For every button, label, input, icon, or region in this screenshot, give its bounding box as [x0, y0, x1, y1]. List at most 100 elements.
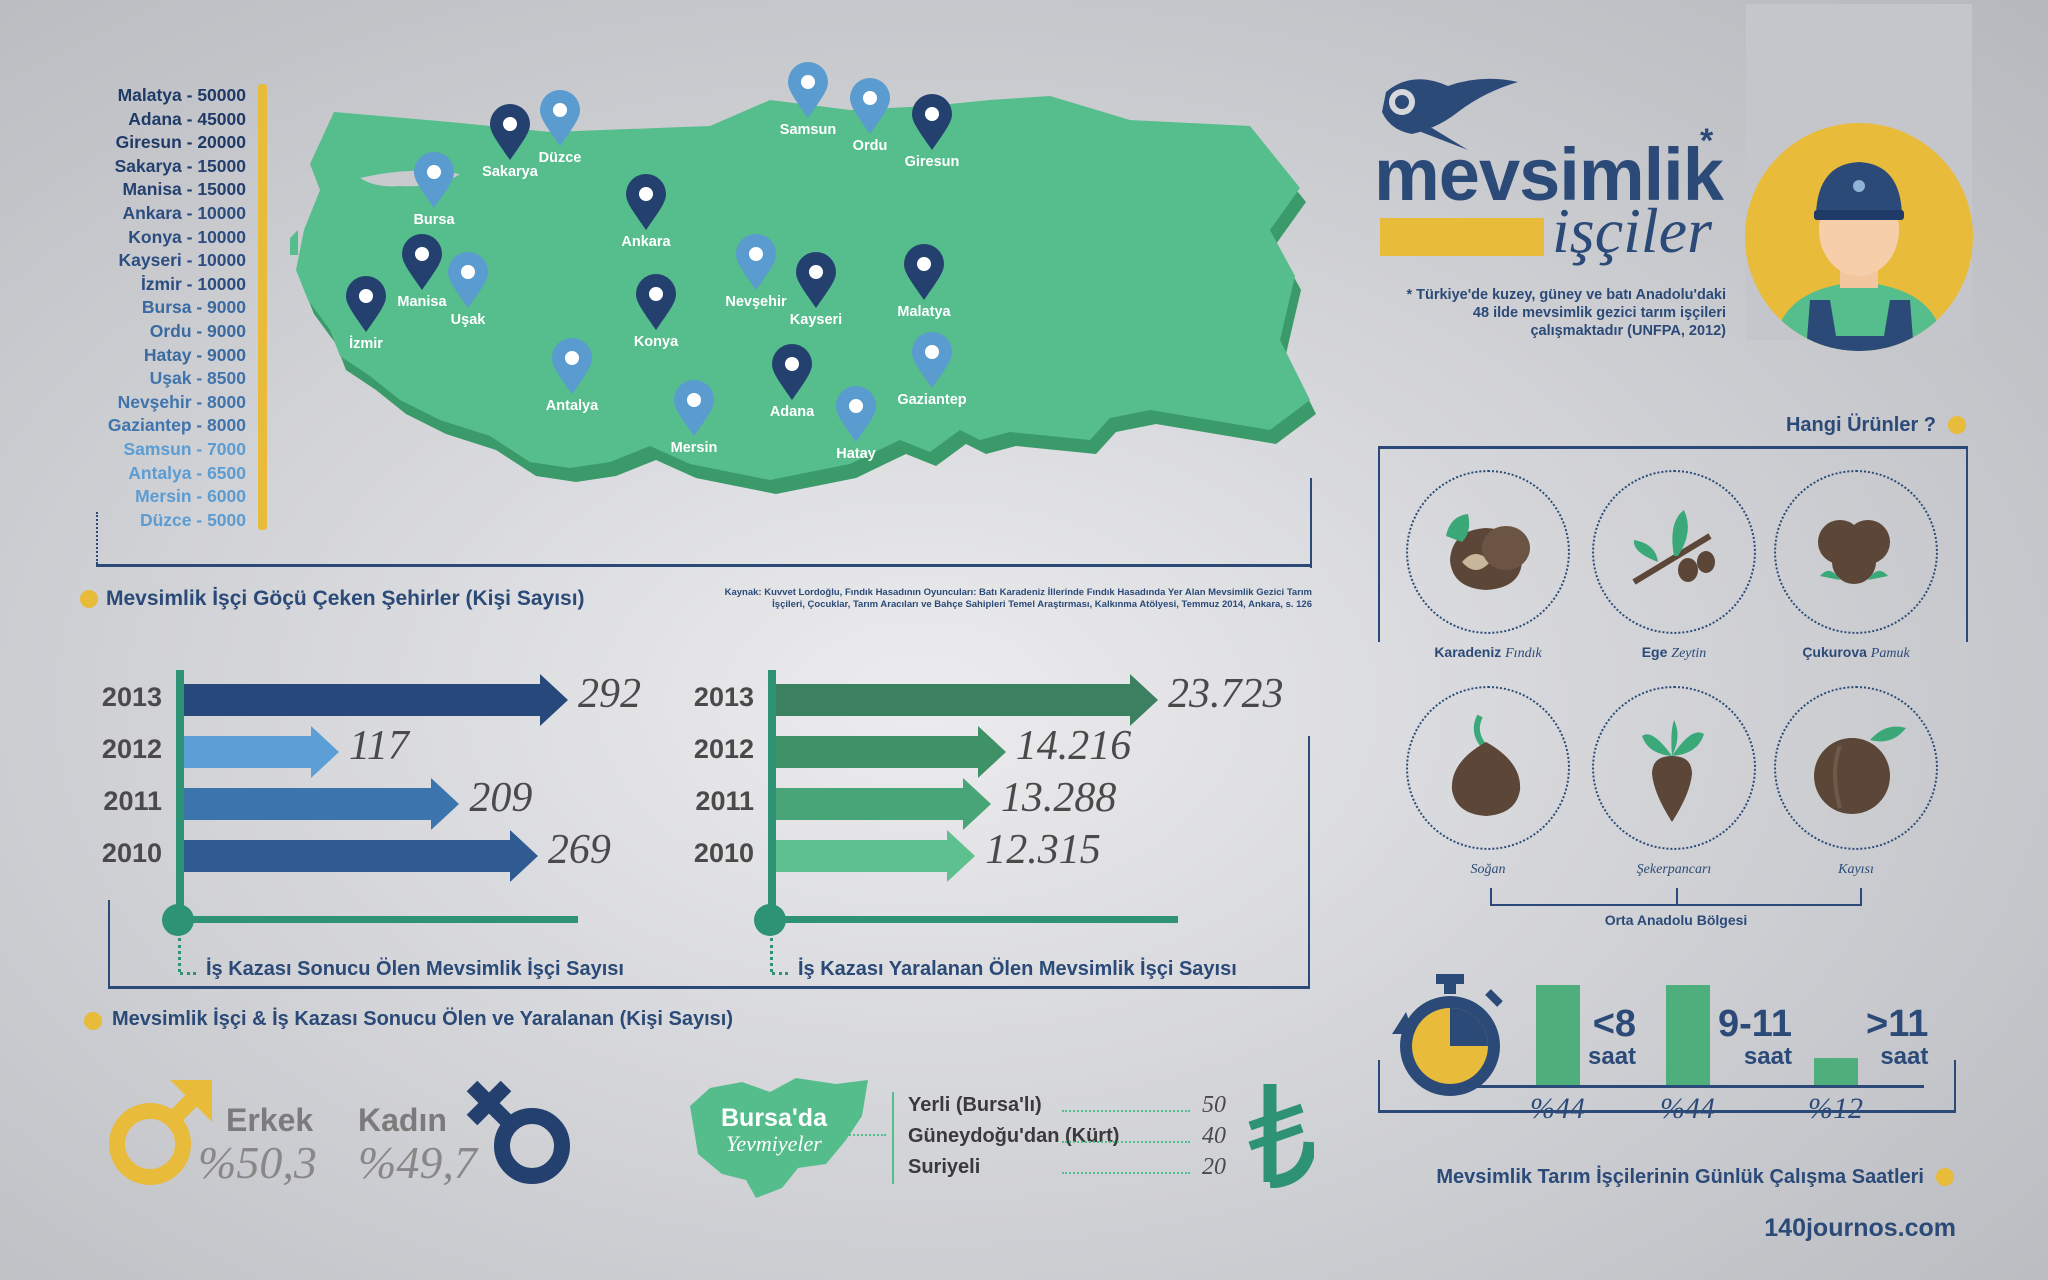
- product-name: Zeytin: [1671, 646, 1707, 661]
- products-bracket-top: [1378, 446, 1968, 449]
- logo-word-2: işçiler: [1552, 195, 1712, 266]
- map-pin: [908, 92, 956, 152]
- chart-title: İş Kazası Yaralanan Ölen Mevsimlik İşçi …: [798, 958, 1237, 980]
- chart-bar-arrowhead: [962, 778, 991, 830]
- map-bracket-left: [96, 512, 98, 564]
- hours-category-unit: saat: [1743, 1043, 1792, 1070]
- products-title-dot: [1948, 416, 1966, 434]
- section-title-dot: [84, 1012, 102, 1030]
- chart-year-label: 2010: [693, 838, 754, 868]
- map-pin: [548, 336, 596, 396]
- hours-category: 9-11 saat: [1718, 1004, 1792, 1070]
- map-pin-label: Uşak: [450, 312, 486, 328]
- product-icon-wrap: [1800, 496, 1912, 608]
- hours-category-unit: saat: [1588, 1043, 1637, 1070]
- map-pin: [410, 150, 458, 210]
- map-pin-label: Gaziantep: [897, 392, 967, 408]
- wages-title-line1: Bursa'da: [721, 1104, 827, 1132]
- wage-row-leader: [1062, 1141, 1190, 1143]
- chart-bracket-bottom: [108, 986, 1310, 989]
- chart-bar-value: 23.723: [1168, 671, 1284, 717]
- wage-row-value: 50: [1202, 1092, 1226, 1118]
- wage-row-leader: [1062, 1172, 1190, 1174]
- sugar-beet-icon: [1642, 720, 1704, 822]
- central-bracket-mid: [1676, 888, 1678, 904]
- product-name: Kayısı: [1838, 862, 1874, 877]
- hours-bracket-left: [1378, 1060, 1380, 1112]
- product-region: Ege: [1641, 644, 1672, 660]
- product-label: Şekerpancarı: [1584, 860, 1764, 878]
- product-label: Ege Zeytin: [1584, 644, 1764, 662]
- product-icon-wrap: [1432, 496, 1544, 608]
- map-pin-icon: [414, 152, 454, 208]
- central-region-label: Orta Anadolu Bölgesi: [1604, 912, 1748, 928]
- map-pin: [832, 384, 880, 444]
- city-list-item: Düzce - 5000: [139, 509, 246, 530]
- footnote: * Türkiye'de kuzey, güney ve batı Anadol…: [1332, 286, 1726, 340]
- map-pin-icon: [626, 174, 666, 230]
- hours-category-main: 9-11: [1718, 1003, 1792, 1045]
- website-link[interactable]: 140journos.com: [1764, 1214, 1956, 1242]
- apricot-icon: [1814, 726, 1906, 814]
- city-list-item: Hatay - 9000: [143, 344, 246, 365]
- map-pin-label: Malatya: [897, 304, 951, 320]
- chart-year-label: 2010: [101, 838, 162, 868]
- chart-bar-value: 209: [469, 775, 533, 821]
- source-line-2: İşçileri, Çocuklar, Tarım Aracıları ve B…: [772, 599, 1312, 610]
- map-pin-label: Manisa: [397, 294, 447, 310]
- map-pin-icon: [736, 234, 776, 290]
- hours-bar: [1814, 1057, 1858, 1085]
- worker-avatar: [1745, 123, 1973, 351]
- map-pin: [342, 274, 390, 334]
- map-pin-label: Bursa: [413, 212, 455, 228]
- city-list-item: Adana - 45000: [128, 108, 246, 129]
- map-pin: [908, 330, 956, 390]
- chart-bar: [776, 840, 948, 872]
- product-circle: [1774, 686, 1938, 850]
- hours-value: %44: [1530, 1092, 1585, 1125]
- map-pin-icon: [850, 78, 890, 134]
- chart-bar-value: 269: [547, 827, 611, 873]
- hours-bar: [1666, 985, 1710, 1085]
- product-name: Fındık: [1505, 646, 1542, 661]
- chart-bar-arrowhead: [311, 726, 340, 778]
- map-pin: [486, 102, 534, 162]
- map-pin-icon: [788, 62, 828, 118]
- product-label: Çukurova Pamuk: [1766, 644, 1946, 662]
- map-pin-label: İzmir: [349, 336, 383, 352]
- city-list-item: Kayseri - 10000: [118, 250, 246, 271]
- wage-row-value: 20: [1202, 1154, 1226, 1180]
- product-icon-wrap: [1618, 712, 1730, 824]
- wage-row-label: Yerli (Bursa'lı): [908, 1094, 1042, 1116]
- chart-bar-arrowhead: [977, 726, 1006, 778]
- chart-bar-arrowhead: [509, 830, 538, 882]
- map-pin-label: Antalya: [545, 398, 599, 414]
- chart-bar-value: 14.216: [1015, 723, 1132, 769]
- chart-origin-dot: [162, 904, 194, 936]
- chart-bracket-right: [1308, 736, 1310, 988]
- footnote-line-2: 48 ilde mevsimlik gezici tarım işçileri: [1472, 305, 1726, 321]
- chart-year-label: 2013: [101, 682, 162, 712]
- hours-title: Mevsimlik Tarım İşçilerinin Günlük Çalış…: [1436, 1166, 1924, 1188]
- map-pin-icon: [904, 244, 944, 300]
- chart-axis-line: [176, 670, 184, 922]
- map-pin: [536, 88, 584, 148]
- wage-row-value: 40: [1202, 1123, 1226, 1149]
- map-pin-icon: [674, 380, 714, 436]
- map-bracket-right: [1310, 478, 1312, 568]
- map-pin-icon: [448, 252, 488, 308]
- product-region: Çukurova: [1802, 644, 1871, 660]
- city-list-item: Antalya - 6500: [128, 462, 246, 483]
- map-pin-label: Konya: [633, 334, 679, 350]
- chart-year-label: 2011: [103, 786, 162, 816]
- city-list-item: Malatya - 50000: [117, 85, 246, 105]
- chart-bar: [776, 788, 963, 820]
- chart-bar-arrowhead: [540, 674, 568, 726]
- map-pin-label: Samsun: [779, 122, 837, 138]
- hours-category-main: >11: [1866, 1003, 1929, 1045]
- chart-bar-value: 292: [578, 671, 641, 717]
- wages-title: Bursa'da Yevmiyeler: [694, 1104, 854, 1157]
- chart-bar-arrowhead: [1130, 674, 1158, 726]
- map-pin-label: Giresun: [904, 154, 960, 170]
- chart-title-dots-h: [772, 972, 788, 975]
